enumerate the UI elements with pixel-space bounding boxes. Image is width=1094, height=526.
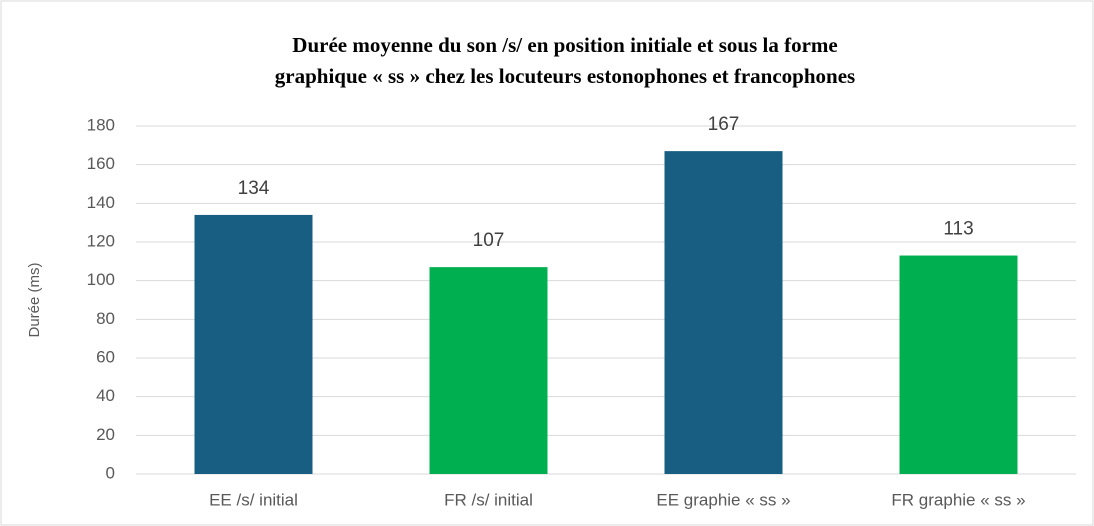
bar bbox=[664, 151, 783, 474]
y-tick-label: 100 bbox=[87, 270, 115, 289]
x-tick-label: FR /s/ initial bbox=[444, 490, 533, 509]
y-tick-label: 40 bbox=[96, 386, 115, 405]
y-tick-label: 120 bbox=[87, 231, 115, 250]
data-label: 134 bbox=[238, 178, 270, 199]
chart-title: graphique « ss » chez les locuteurs esto… bbox=[275, 64, 855, 88]
chart-title: Durée moyenne du son /s/ en position ini… bbox=[292, 33, 837, 57]
data-label: 107 bbox=[473, 230, 505, 251]
y-tick-label: 80 bbox=[96, 309, 115, 328]
data-label: 113 bbox=[943, 219, 973, 240]
bar bbox=[194, 214, 313, 474]
y-tick-label: 160 bbox=[87, 154, 115, 173]
y-axis-label: Durée (ms) bbox=[26, 262, 43, 337]
x-tick-label: FR graphie « ss » bbox=[891, 490, 1025, 509]
x-tick-label: EE graphie « ss » bbox=[656, 490, 790, 509]
y-tick-label: 180 bbox=[87, 115, 115, 134]
y-tick-label: 20 bbox=[96, 425, 115, 444]
x-tick-label: EE /s/ initial bbox=[209, 490, 298, 509]
bar bbox=[429, 267, 548, 474]
y-tick-label: 0 bbox=[106, 463, 115, 482]
bar bbox=[899, 255, 1018, 474]
data-label: 167 bbox=[708, 114, 740, 135]
y-tick-label: 140 bbox=[87, 193, 115, 212]
y-tick-label: 60 bbox=[96, 347, 115, 366]
